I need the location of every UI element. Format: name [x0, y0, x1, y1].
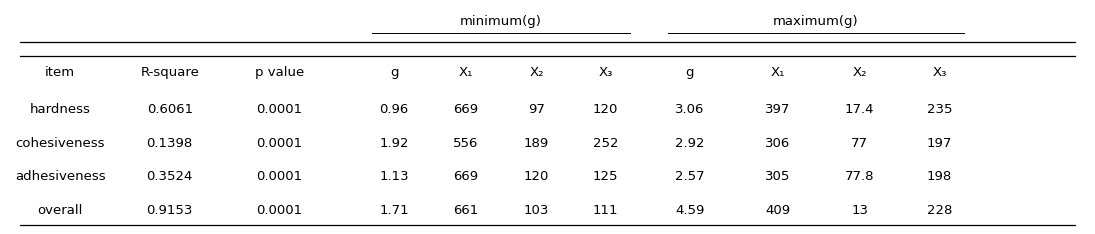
Text: 17.4: 17.4 [845, 103, 874, 117]
Text: 305: 305 [764, 170, 791, 183]
Text: 228: 228 [926, 204, 953, 217]
Text: 111: 111 [592, 204, 619, 217]
Text: 125: 125 [592, 170, 619, 183]
Text: X₃: X₃ [932, 66, 947, 79]
Text: p value: p value [255, 66, 303, 79]
Text: 198: 198 [926, 170, 953, 183]
Text: 120: 120 [523, 170, 550, 183]
Text: 661: 661 [452, 204, 479, 217]
Text: 1.13: 1.13 [379, 170, 410, 183]
Text: 0.0001: 0.0001 [256, 204, 302, 217]
Text: 235: 235 [926, 103, 953, 117]
Text: 556: 556 [452, 137, 479, 150]
Text: 0.0001: 0.0001 [256, 137, 302, 150]
Text: g: g [390, 66, 399, 79]
Text: X₂: X₂ [529, 66, 544, 79]
Text: 2.57: 2.57 [675, 170, 705, 183]
Text: 0.3524: 0.3524 [147, 170, 193, 183]
Text: X₂: X₂ [852, 66, 867, 79]
Text: 4.59: 4.59 [676, 204, 704, 217]
Text: R-square: R-square [140, 66, 199, 79]
Text: 306: 306 [764, 137, 791, 150]
Text: g: g [685, 66, 694, 79]
Text: 252: 252 [592, 137, 619, 150]
Text: 669: 669 [453, 170, 477, 183]
Text: X₁: X₁ [770, 66, 785, 79]
Text: cohesiveness: cohesiveness [15, 137, 105, 150]
Text: 1.92: 1.92 [380, 137, 408, 150]
Text: item: item [45, 66, 76, 79]
Text: 669: 669 [453, 103, 477, 117]
Text: 3.06: 3.06 [676, 103, 704, 117]
Text: 77.8: 77.8 [845, 170, 874, 183]
Text: 397: 397 [764, 103, 791, 117]
Text: 0.96: 0.96 [380, 103, 408, 117]
Text: 0.0001: 0.0001 [256, 103, 302, 117]
Text: 0.6061: 0.6061 [147, 103, 193, 117]
Text: 120: 120 [592, 103, 619, 117]
Text: 2.92: 2.92 [676, 137, 704, 150]
Text: X₁: X₁ [458, 66, 473, 79]
Text: 0.0001: 0.0001 [256, 170, 302, 183]
Text: 409: 409 [765, 204, 789, 217]
Text: hardness: hardness [30, 103, 91, 117]
Text: X₃: X₃ [598, 66, 613, 79]
Text: overall: overall [37, 204, 83, 217]
Text: 0.1398: 0.1398 [147, 137, 193, 150]
Text: adhesiveness: adhesiveness [15, 170, 105, 183]
Text: 1.71: 1.71 [379, 204, 410, 217]
Text: minimum(g): minimum(g) [460, 15, 542, 28]
Text: 97: 97 [528, 103, 545, 117]
Text: 77: 77 [851, 137, 868, 150]
Text: 189: 189 [523, 137, 550, 150]
Text: 197: 197 [926, 137, 953, 150]
Text: maximum(g): maximum(g) [773, 15, 858, 28]
Text: 0.9153: 0.9153 [147, 204, 193, 217]
Text: 13: 13 [851, 204, 868, 217]
Text: 103: 103 [523, 204, 550, 217]
